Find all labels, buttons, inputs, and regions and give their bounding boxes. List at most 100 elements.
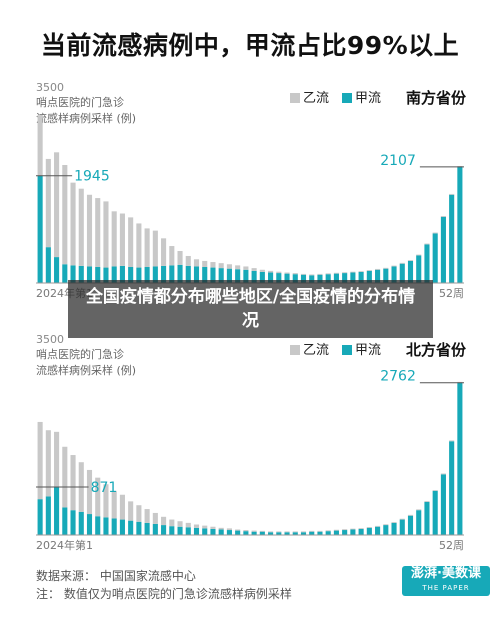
bar-flu-a [202, 528, 208, 535]
footer-source: 数据来源： 中国国家流感中心 [36, 569, 196, 583]
bar-flu-b [375, 268, 381, 270]
bar-flu-a [416, 510, 422, 535]
bar-flu-a [276, 273, 282, 283]
bar-flu-a [86, 266, 93, 283]
bar-flu-b [193, 259, 200, 267]
bar-flu-a [54, 486, 60, 535]
bar-flu-b [342, 272, 348, 274]
bar-flu-b [309, 530, 315, 532]
chart-panel-south: 3500 哨点医院的门急诊 流感样病例采样 (例) 乙流 甲流 南方省份 1945 2107 2… [0, 78, 500, 303]
publisher-logo: 澎湃·美数课 THE PAPER [402, 566, 490, 596]
bar-flu-b [136, 223, 142, 268]
bar-flu-a [399, 263, 405, 283]
bar-flu-b [193, 524, 200, 528]
bar-flu-b [350, 271, 356, 273]
bar-flu-b [111, 211, 117, 267]
bar-flu-a [457, 382, 463, 535]
bar-flu-a [128, 520, 134, 535]
bar-flu-b [317, 530, 323, 532]
bar-flu-b [300, 531, 307, 533]
bar-flu-b [103, 201, 109, 268]
x-axis-start-label: 2024年第1 [36, 538, 93, 552]
bar-flu-b [325, 273, 331, 275]
bar-flu-a [210, 528, 216, 535]
bar-flu-b [119, 213, 125, 266]
bar-flu-b [416, 254, 422, 256]
bar-flu-b [128, 217, 134, 268]
bar-flu-b [358, 528, 364, 529]
bar-flu-b [259, 530, 265, 532]
bar-flu-a [37, 499, 43, 535]
bar-flu-a [185, 527, 191, 535]
bar-flu-a [119, 265, 125, 283]
bar-flu-b [152, 230, 158, 267]
bar-flu-a [268, 272, 274, 283]
bar-flu-b [251, 268, 257, 271]
bar-flu-b [342, 529, 348, 531]
bar-flu-b [210, 526, 216, 529]
bar-flu-a [136, 267, 142, 283]
bar-flu-a [284, 532, 290, 535]
bar-flu-a [177, 526, 183, 535]
bar-flu-a [449, 441, 455, 535]
bar-flu-a [95, 516, 101, 535]
bar-flu-b [185, 522, 191, 528]
bar-flu-a [284, 273, 290, 283]
bar-flu-b [449, 440, 455, 442]
bar-flu-b [86, 469, 93, 515]
legend-swatch [342, 93, 352, 103]
bar-flu-a [78, 511, 84, 535]
bar-flu-a [218, 268, 224, 283]
bar-flu-a [333, 273, 339, 283]
bar-flu-a [407, 260, 414, 283]
bar-flu-b [391, 265, 397, 267]
footer-note: 注： 数值仅为哨点医院的门急诊流感样病例采样 [36, 587, 292, 601]
bar-flu-a [317, 274, 323, 283]
bar-flu-a [161, 525, 167, 535]
bar-flu-b [128, 501, 134, 521]
bar-flu-a [325, 274, 331, 283]
bar-flu-a [366, 270, 372, 283]
bar-flu-b [440, 216, 446, 217]
legend-swatch [290, 345, 300, 355]
bar-flu-b [185, 255, 191, 266]
bar-flu-b [161, 238, 167, 266]
bar-flu-a [449, 194, 455, 283]
bar-flu-a [144, 267, 150, 283]
bar-flu-b [177, 521, 183, 527]
bar-flu-b [424, 501, 430, 502]
bar-flu-b [375, 525, 381, 527]
bar-flu-b [276, 531, 282, 533]
bar-flu-a [161, 265, 167, 283]
bar-flu-a [62, 507, 68, 535]
bar-flu-b [161, 516, 167, 526]
bar-flu-a [37, 175, 43, 283]
annotation-label: 1945 [74, 169, 110, 185]
bar-flu-a [342, 273, 348, 283]
bar-flu-a [366, 527, 372, 535]
region-label: 南方省份 [406, 89, 467, 107]
bar-flu-b [440, 473, 446, 475]
bar-flu-a [45, 247, 51, 283]
bar-flu-b [432, 490, 438, 491]
chart-title: 当前流感病例中，甲流占比99%以上 [40, 31, 460, 60]
bar-flu-a [103, 267, 109, 283]
y-axis-label-line: 流感样病例采样 (例) [36, 111, 136, 125]
bar-flu-a [54, 257, 60, 283]
bar-flu-b [358, 271, 364, 272]
bar-flu-a [375, 269, 381, 283]
bar-flu-b [243, 530, 249, 532]
bar-flu-a [243, 531, 249, 535]
publisher-logo-name: 澎湃·美数课 [411, 566, 481, 581]
bar-flu-a [70, 265, 76, 283]
bar-flu-a [440, 216, 446, 283]
bar-flu-a [317, 531, 323, 535]
caption-overlay: 全国疫情都分布哪些地区/全国疫情的分布情况 [68, 280, 433, 338]
bar-flu-a [152, 266, 158, 283]
x-axis-end-label: 52周 [439, 539, 464, 552]
bar-flu-a [309, 275, 315, 283]
bar-flu-a [202, 267, 208, 283]
bar-flu-b [251, 530, 257, 532]
bar-flu-b [111, 490, 117, 519]
y-axis-max-label: 3500 [36, 333, 64, 346]
